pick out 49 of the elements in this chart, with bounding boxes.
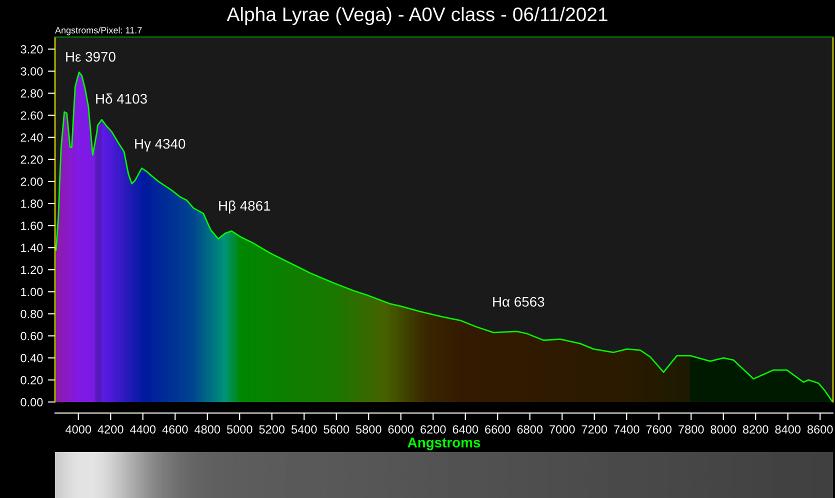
annotation: Hγ 4340 [135,138,186,152]
x-tick-label: 8600 [807,425,833,434]
x-axis-title: Angstroms [408,438,480,450]
text: Angstroms/Pixel: 11.7 [55,26,142,36]
x-tick-label: 7800 [678,425,704,434]
annotation: Hβ 4861 [219,200,270,214]
y-tick-label: 1.20 [21,266,43,274]
x-tick-label: 6000 [388,425,414,434]
y-tick-label: 1.00 [21,288,43,296]
y-tick-label: 0.60 [20,332,43,340]
y-tick-label: 2.60 [20,111,43,120]
y-tick-label: 1.60 [21,222,43,230]
y-tick-label: 3.20 [20,45,43,54]
y-tick-label: 0.20 [20,376,43,384]
x-tick-label: 5200 [259,425,285,434]
x-tick-label: 5600 [324,425,350,434]
y-tick-label: 3.00 [20,67,43,76]
x-tick-label: 8400 [775,425,801,434]
y-tick-label: 0.40 [20,354,43,362]
annotation: Hε 3970 [66,52,116,62]
x-tick-label: 8000 [710,425,736,434]
x-tick-label: 8200 [742,425,768,434]
y-tick-label: 2.20 [20,155,43,164]
annotation: Hα 6563 [493,296,544,307]
x-tick-label: 7200 [582,425,608,434]
x-tick-label: 4000 [66,425,92,434]
y-tick-label: 2.40 [20,133,43,142]
x-tick-label: 6800 [517,425,543,434]
x-tick-label: 5800 [356,425,382,434]
x-tick-label: 6600 [485,425,510,434]
x-tick-label: 4600 [162,425,188,434]
x-tick-label: 4200 [98,425,124,434]
annotation: Hδ 4103 [96,94,147,104]
x-tick-label: 4800 [194,425,220,434]
x-tick-label: 7600 [646,425,672,434]
x-tick-label: 7000 [550,425,575,434]
chart-title: Alpha Lyrae (Vega) - A0V class - 06/11/2021 [226,6,608,26]
x-tick-label: 4400 [130,425,156,434]
x-tick-label: 7400 [614,425,640,434]
x-tick-label: 6200 [420,425,446,434]
y-tick-label: 1.40 [21,244,43,252]
y-tick-label: 2.00 [20,177,43,186]
y-tick-label: 0.80 [20,310,43,318]
y-tick-label: 0.00 [20,398,43,406]
x-tick-label: 5400 [291,425,317,434]
x-tick-label: 5000 [226,425,252,434]
x-tick-label: 6400 [452,425,478,434]
y-tick-label: 2.80 [20,89,43,98]
y-tick-label: 1.80 [21,200,43,208]
